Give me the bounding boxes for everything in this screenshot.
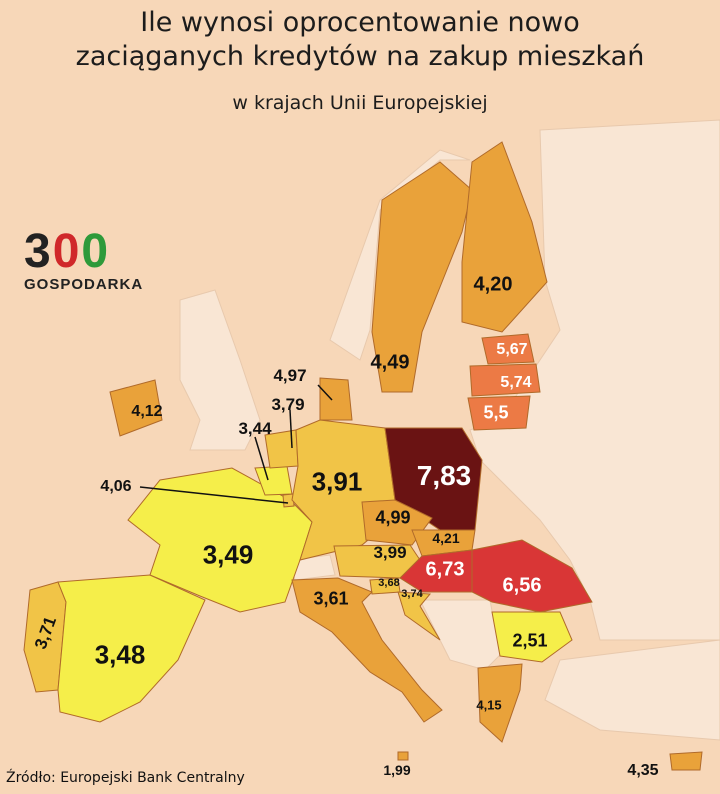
country-romania bbox=[471, 539, 593, 613]
country-denmark bbox=[319, 377, 353, 421]
logo-number: 300 bbox=[24, 228, 143, 276]
logo-name: GOSPODARKA bbox=[24, 276, 144, 293]
value-poland: 7,83 bbox=[416, 460, 472, 491]
value-slovakia: 4,21 bbox=[432, 530, 460, 546]
country-estonia bbox=[481, 333, 535, 365]
value-romania: 6,56 bbox=[502, 574, 542, 597]
country-spain bbox=[57, 574, 206, 723]
country-finland bbox=[461, 141, 548, 333]
value-sweden: 4,49 bbox=[370, 351, 410, 374]
country-malta bbox=[397, 751, 409, 761]
leader-line-denmark bbox=[317, 384, 333, 401]
country-sweden bbox=[371, 161, 473, 393]
logo-digit: 0 bbox=[81, 225, 111, 278]
value-ireland: 4,12 bbox=[131, 403, 163, 420]
value-lithuania: 5,5 bbox=[483, 402, 509, 423]
value-hungary: 6,73 bbox=[425, 558, 465, 581]
country-croatia bbox=[397, 591, 441, 641]
value-italy: 3,61 bbox=[313, 588, 349, 609]
leader-line-netherlands bbox=[289, 409, 293, 449]
value-denmark: 4,97 bbox=[273, 366, 307, 385]
value-latvia: 5,74 bbox=[500, 374, 532, 391]
logo-digit: 3 bbox=[24, 225, 53, 278]
turkey bbox=[544, 639, 720, 741]
title-line-2: zaciąganych kredytów na zakup mieszkań bbox=[75, 41, 645, 72]
leader-line-belgium bbox=[254, 436, 269, 481]
source-note: Źródło: Europejski Bank Centralny bbox=[6, 770, 245, 786]
value-czechia: 4,99 bbox=[375, 507, 411, 528]
country-cyprus bbox=[669, 751, 703, 771]
value-luxembourg: 4,06 bbox=[100, 478, 132, 495]
country-lithuania bbox=[467, 395, 531, 431]
value-france: 3,49 bbox=[202, 539, 254, 570]
value-bulgaria: 2,51 bbox=[512, 630, 548, 651]
value-spain: 3,48 bbox=[94, 639, 146, 670]
value-belgium: 3,44 bbox=[238, 419, 272, 438]
value-greece: 4,15 bbox=[476, 697, 502, 713]
title-line-1: Ile wynosi oprocentowanie nowo bbox=[140, 7, 580, 38]
leader-line-luxembourg bbox=[139, 486, 289, 504]
title: Ile wynosi oprocentowanie nowo zaciąganyc… bbox=[0, 6, 720, 74]
great-britain bbox=[179, 289, 261, 451]
leader-lines bbox=[139, 384, 333, 504]
eu-countries bbox=[23, 141, 703, 771]
country-italy bbox=[291, 577, 443, 723]
norway bbox=[329, 149, 471, 361]
value-finland: 4,20 bbox=[473, 273, 513, 296]
country-ireland bbox=[109, 379, 163, 437]
value-estonia: 5,67 bbox=[496, 341, 528, 358]
value-croatia: 3,74 bbox=[401, 588, 423, 600]
value-malta: 1,99 bbox=[383, 762, 411, 778]
country-greece bbox=[477, 663, 523, 743]
country-bulgaria bbox=[491, 611, 573, 663]
balkans bbox=[419, 599, 501, 671]
value-austria: 3,99 bbox=[373, 543, 407, 562]
country-latvia bbox=[469, 363, 541, 397]
value-germany: 3,91 bbox=[311, 466, 363, 497]
logo-300-gospodarka: 300 GOSPODARKA bbox=[24, 228, 144, 294]
logo-digit: 0 bbox=[52, 225, 82, 278]
subtitle: w krajach Unii Europejskiej bbox=[232, 92, 488, 114]
value-netherlands: 3,79 bbox=[271, 395, 305, 414]
non-eu-east bbox=[469, 119, 720, 641]
value-slovenia: 3,68 bbox=[378, 577, 400, 589]
value-cyprus: 4,35 bbox=[627, 762, 659, 779]
